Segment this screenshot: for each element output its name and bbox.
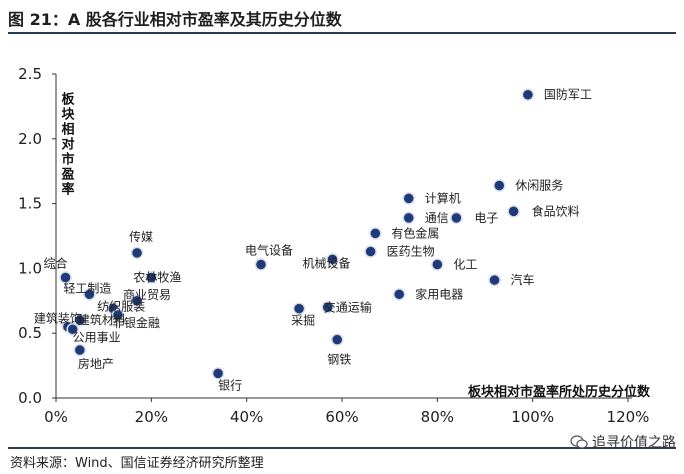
x-tick-label: 120%: [607, 408, 650, 426]
data-point: [254, 258, 268, 271]
data-point-label: 医药生物: [387, 245, 435, 259]
data-point-label: 非银金融: [112, 315, 160, 330]
y-axis-title: 板块相对市盈率: [59, 91, 76, 197]
x-tick-label: 80%: [421, 408, 454, 426]
data-point: [321, 301, 334, 314]
data-point: [402, 192, 415, 205]
y-tick-label: 1.5: [18, 195, 42, 213]
data-point-label: 采掘: [291, 313, 315, 328]
x-axis-title: 板块相对市盈率所处历史分位数: [468, 384, 651, 400]
data-point-label: 计算机: [425, 190, 461, 205]
data-point: [83, 288, 96, 301]
data-point: [130, 294, 144, 308]
data-point-label: 交通运输: [324, 299, 372, 314]
data-point: [402, 211, 415, 225]
data-point-label: 电子: [474, 211, 498, 225]
data-point: [364, 245, 377, 258]
data-point-label: 建筑材料: [78, 312, 126, 327]
figure-title: 图 21：A 股各行业相对市盈率及其历史分位数: [8, 10, 342, 29]
source-note: 资料来源：Wind、国信证券经济研究所整理: [10, 456, 264, 471]
watermark: 追寻价值之路: [570, 432, 676, 452]
chart-ticks: 0% 20% 40% 60% 80% 100% 120% 0.0 0.5 1.0 1.5 2.0 2.5: [18, 65, 649, 426]
chart-points: [59, 88, 535, 380]
chart-axes: [55, 74, 632, 399]
y-tick-label: 0.0: [18, 389, 42, 407]
data-point: [211, 367, 225, 380]
data-point-label: 化工: [453, 258, 477, 272]
data-point-label: 传媒: [129, 229, 153, 244]
data-point-label: 国防军工: [544, 87, 592, 102]
data-point: [73, 313, 87, 327]
data-point: [326, 253, 339, 266]
data-point-label: 轻工制造: [63, 281, 111, 295]
data-point-label: 农林牧渔: [133, 270, 181, 284]
data-point-label: 商业贸易: [123, 287, 171, 302]
data-point: [392, 288, 406, 301]
data-point-label: 通信: [425, 211, 449, 225]
data-point-label: 机械设备: [302, 255, 350, 270]
data-point-label: 休闲服务: [515, 177, 563, 192]
data-point-label: 建筑装饰: [34, 311, 82, 326]
data-point-label: 有色金属: [391, 225, 439, 240]
data-point: [330, 333, 344, 346]
data-point: [145, 271, 158, 284]
watermark-text: 追寻价值之路: [592, 435, 676, 451]
data-point: [488, 273, 501, 287]
data-point: [130, 246, 144, 260]
data-point-label: 纺织服装: [97, 300, 145, 314]
data-point: [507, 205, 520, 218]
x-tick-label: 20%: [135, 408, 168, 426]
y-tick-label: 0.5: [18, 324, 42, 342]
data-point: [66, 323, 79, 336]
y-tick-label: 2.5: [18, 65, 42, 83]
x-tick-label: 40%: [230, 408, 263, 426]
data-point: [493, 179, 506, 192]
data-point: [111, 308, 125, 322]
x-tick-label: 100%: [511, 408, 554, 426]
data-point: [450, 211, 463, 225]
wechat-icon: [570, 435, 588, 449]
data-point-label: 食品饮料: [532, 203, 580, 218]
top-rule: [8, 32, 676, 34]
bottom-rule: [8, 447, 676, 449]
x-tick-label: 60%: [325, 408, 358, 426]
y-tick-label: 1.0: [18, 259, 42, 277]
data-point: [292, 302, 306, 315]
data-point-label: 家用电器: [415, 286, 463, 301]
data-point-label: 房地产: [78, 356, 114, 371]
x-tick-label: 0%: [44, 408, 68, 426]
y-tick-label: 2.0: [18, 130, 42, 148]
data-point: [369, 227, 382, 240]
data-point-label: 综合: [44, 255, 68, 270]
data-point-label: 钢铁: [327, 353, 351, 367]
data-point: [59, 271, 72, 284]
data-point: [521, 88, 535, 101]
data-point-label: 电气设备: [245, 243, 293, 258]
data-point-label: 银行: [218, 378, 242, 392]
data-point: [431, 258, 444, 271]
data-point: [73, 343, 87, 357]
data-point-label: 汽车: [511, 272, 535, 287]
data-point-label: 公用事业: [73, 330, 121, 344]
